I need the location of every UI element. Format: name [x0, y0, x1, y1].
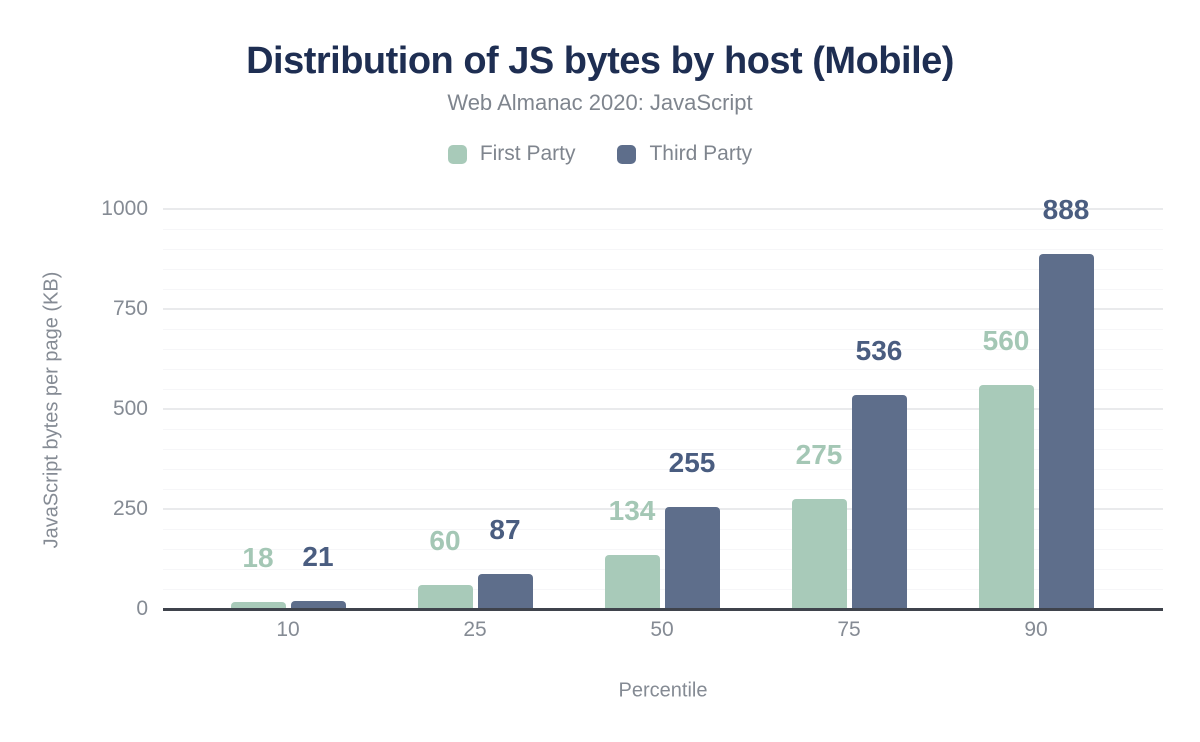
minor-gridline [163, 329, 1163, 330]
minor-gridline [163, 529, 1163, 530]
chart-title: Distribution of JS bytes by host (Mobile… [246, 40, 954, 82]
minor-gridline [163, 589, 1163, 590]
bar-value-label: 18 [242, 542, 274, 573]
major-gridline [163, 208, 1163, 210]
y-tick-label: 250 [112, 497, 148, 520]
minor-gridline [163, 489, 1163, 490]
minor-gridline [163, 269, 1163, 270]
minor-gridline [163, 449, 1163, 450]
minor-gridline [163, 289, 1163, 290]
bar-third-party-p90[interactable] [1038, 254, 1094, 609]
bar-value-label: 87 [489, 514, 521, 545]
bar-value-label: 255 [668, 447, 716, 478]
legend-item-third-party[interactable]: Third Party [617, 142, 752, 166]
major-gridline [163, 408, 1163, 410]
bar-first-party-p50[interactable] [604, 555, 660, 609]
legend-label-third-party: Third Party [649, 142, 753, 165]
bar-first-party-p75[interactable] [791, 499, 847, 609]
x-tick-label: 10 [276, 618, 300, 641]
legend-label-first-party: First Party [479, 142, 576, 165]
x-axis-title: Percentile [618, 679, 708, 702]
major-gridline [163, 508, 1163, 510]
y-tick-label: 1000 [101, 197, 148, 220]
first-party-swatch-icon [447, 144, 467, 164]
third-party-swatch-icon [617, 144, 637, 164]
minor-gridline [163, 389, 1163, 390]
minor-gridline [163, 369, 1163, 370]
x-tick-label: 50 [650, 618, 674, 641]
minor-gridline [163, 469, 1163, 470]
y-axis-title: JavaScript bytes per page (KB) [40, 271, 63, 549]
bar-value-label: 60 [429, 525, 461, 556]
bar-value-label: 134 [608, 495, 656, 526]
bar-first-party-p25[interactable] [417, 585, 473, 609]
legend: First Party Third Party [0, 142, 1200, 166]
bar-third-party-p50[interactable] [664, 507, 720, 609]
minor-gridline [163, 429, 1163, 430]
minor-gridline [163, 229, 1163, 230]
y-tick-label: 750 [112, 297, 148, 320]
minor-gridline [163, 549, 1163, 550]
major-gridline [163, 308, 1163, 310]
bar-third-party-p25[interactable] [477, 574, 533, 609]
bar-value-label: 275 [795, 439, 843, 470]
minor-gridline [163, 569, 1163, 570]
minor-gridline [163, 349, 1163, 350]
x-axis-line [163, 608, 1163, 611]
minor-gridline [163, 249, 1163, 250]
bar-third-party-p10[interactable] [290, 601, 346, 609]
x-tick-label: 25 [463, 618, 487, 641]
bar-third-party-p75[interactable] [851, 395, 907, 609]
y-tick-label: 500 [112, 397, 148, 420]
legend-item-first-party[interactable]: First Party [447, 142, 576, 166]
bar-value-label: 21 [302, 541, 334, 572]
y-tick-label: 0 [136, 597, 148, 620]
x-tick-label: 75 [837, 618, 861, 641]
bar-first-party-p90[interactable] [978, 385, 1034, 609]
bar-first-party-p10[interactable] [230, 602, 286, 609]
bar-value-label: 560 [982, 325, 1030, 356]
x-tick-label: 90 [1024, 618, 1048, 641]
chart-subtitle: Web Almanac 2020: JavaScript [447, 90, 753, 115]
bar-value-label: 888 [1042, 194, 1090, 225]
bar-value-label: 536 [855, 335, 903, 366]
